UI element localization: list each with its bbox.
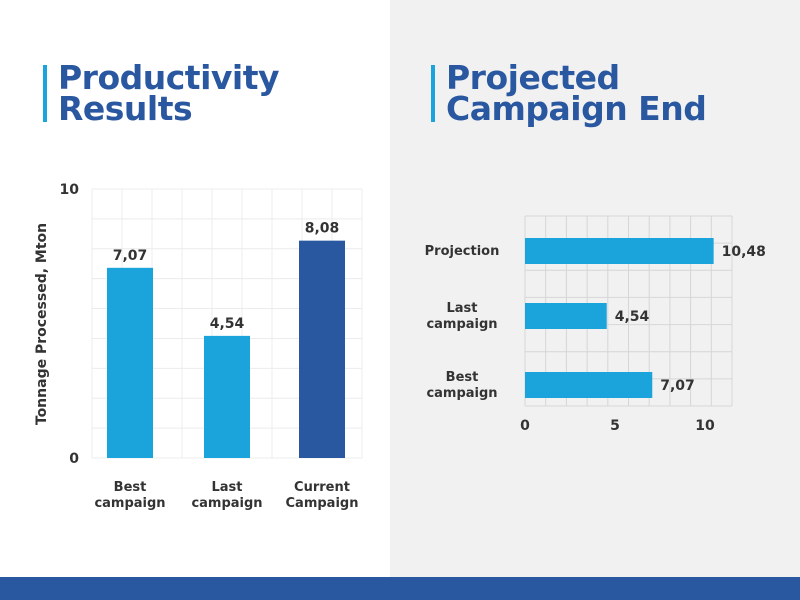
bar-value-label: 7,07 (113, 248, 148, 264)
y-category-label: campaign (426, 317, 497, 332)
x-category-label: Current (294, 480, 350, 495)
bar-value-label: 4,54 (210, 316, 245, 332)
left-title-accent-mark (43, 65, 47, 122)
x-category-label: Last (211, 480, 242, 495)
left-title: Productivity Results (43, 58, 280, 128)
right-title-line-1: Projected (446, 58, 620, 97)
bar (107, 267, 153, 458)
right-title-accent-mark (431, 65, 435, 122)
bar (525, 238, 714, 264)
x-category-label: campaign (191, 496, 262, 511)
y-category-label: Last (446, 301, 477, 316)
left-title-line-1: Productivity (58, 58, 280, 97)
bar (299, 240, 345, 458)
bar-value-label: 8,08 (305, 221, 340, 237)
x-tick-label: 5 (610, 418, 620, 434)
y-category-label: Best (446, 370, 479, 385)
x-tick-label: 10 (695, 418, 715, 434)
bar-value-label: 7,07 (660, 378, 695, 394)
y-tick-label: 10 (60, 182, 80, 198)
y-category-label: campaign (426, 386, 497, 401)
bar-value-label: 4,54 (615, 309, 650, 325)
x-tick-label: 0 (520, 418, 530, 434)
x-category-label: campaign (94, 496, 165, 511)
bar (204, 335, 250, 458)
bar (525, 303, 607, 329)
left-title-line-2: Results (58, 89, 193, 128)
right-title: Projected Campaign End (431, 58, 707, 128)
footer-bar (0, 577, 800, 600)
y-tick-label: 0 (69, 451, 79, 467)
bar (525, 372, 653, 398)
y-category-label: Projection (425, 244, 500, 259)
x-category-label: Campaign (286, 496, 359, 511)
x-category-label: Best (114, 480, 147, 495)
right-title-line-2: Campaign End (446, 89, 707, 128)
y-axis-label: Tonnage Processed, Mton (34, 223, 50, 425)
bar-value-label: 10,48 (722, 244, 766, 260)
